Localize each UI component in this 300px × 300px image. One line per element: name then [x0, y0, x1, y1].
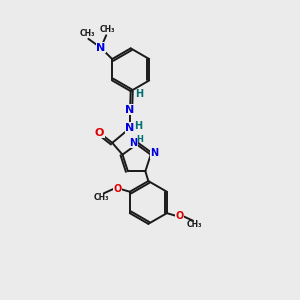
- Text: H: H: [136, 88, 144, 98]
- Text: CH₃: CH₃: [100, 26, 116, 34]
- Text: H: H: [134, 121, 142, 130]
- Text: N: N: [150, 148, 158, 158]
- Text: N: N: [125, 123, 135, 133]
- Text: N: N: [125, 105, 135, 115]
- Text: CH₃: CH₃: [80, 29, 95, 38]
- Text: CH₃: CH₃: [187, 220, 202, 229]
- Text: CH₃: CH₃: [94, 193, 110, 202]
- Text: O: O: [113, 184, 122, 194]
- Text: N: N: [96, 43, 106, 53]
- Text: O: O: [175, 211, 184, 221]
- Text: H: H: [136, 135, 143, 144]
- Text: N: N: [129, 138, 137, 148]
- Text: O: O: [95, 128, 104, 138]
